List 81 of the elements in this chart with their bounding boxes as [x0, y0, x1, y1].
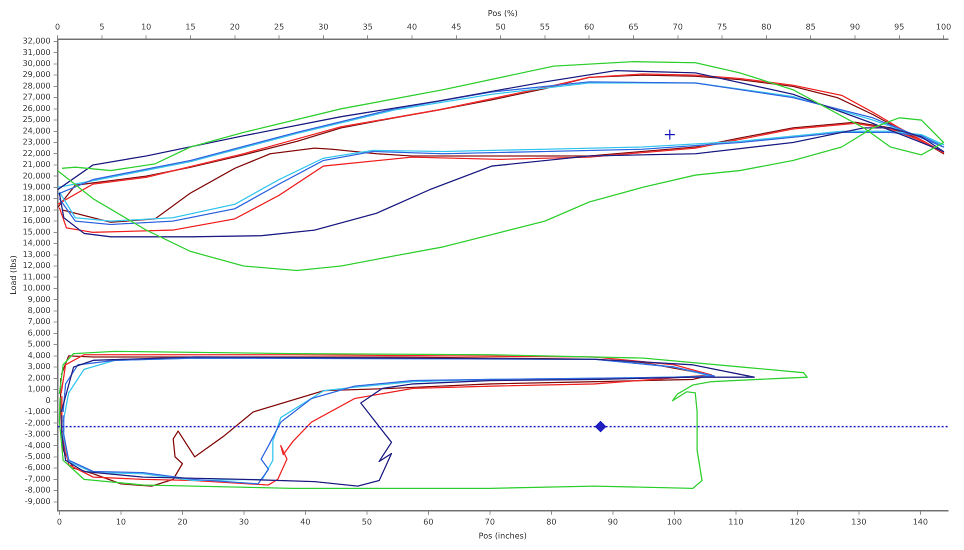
- x2-tick-label: 10: [141, 22, 152, 32]
- x-tick-label: 0: [56, 518, 62, 527]
- y-tick-label: -5,000: [24, 452, 51, 461]
- x2-tick-label: 65: [628, 22, 639, 32]
- x-tick-label: 120: [790, 518, 805, 527]
- y-tick-label: 21,000: [22, 160, 51, 170]
- y-tick-label: 20,000: [22, 171, 51, 180]
- y-tick-label: 6,000: [28, 328, 51, 338]
- y-tick-label: 3,000: [28, 362, 51, 372]
- x-tick-label: 50: [362, 518, 372, 527]
- x2-tick-label: 55: [540, 22, 550, 32]
- y-tick-label: -6,000: [24, 463, 51, 472]
- y-tick-label: 8,000: [28, 306, 51, 316]
- y-tick-label: 5,000: [28, 340, 51, 349]
- y-axis-title: Load (lbs): [8, 255, 18, 295]
- y-tick-label: -2,000: [24, 418, 51, 428]
- x-tick-label: 10: [116, 518, 126, 527]
- x2-tick-label: 60: [584, 22, 594, 32]
- y-tick-label: 23,000: [22, 138, 51, 147]
- y-tick-label: 25,000: [22, 115, 51, 124]
- y-tick-label: 7,000: [28, 317, 51, 326]
- y-tick-label: 27,000: [22, 92, 51, 102]
- x2-tick-label: 30: [318, 22, 328, 32]
- x2-tick-label: 5: [99, 22, 104, 32]
- y-tick-label: 29,000: [22, 70, 51, 80]
- y-tick-label: -4,000: [24, 440, 51, 450]
- x2-tick-label: 75: [716, 22, 728, 32]
- y-tick-label: 18,000: [22, 194, 51, 203]
- x2-tick-label: 20: [230, 22, 240, 32]
- y-tick-label: -1,000: [24, 407, 51, 416]
- x2-tick-label: 90: [850, 22, 860, 32]
- y-tick-label: 19,000: [22, 182, 51, 192]
- x2-tick-label: 100: [936, 22, 952, 32]
- y-tick-label: 16,000: [22, 216, 51, 226]
- y-tick-label: 31,000: [22, 48, 51, 57]
- x-tick-label: 140: [912, 518, 928, 527]
- y-tick-label: -3,000: [24, 430, 51, 439]
- x2-tick-label: 80: [761, 22, 772, 32]
- x-tick-label: 130: [851, 518, 866, 527]
- x-tick-label: 110: [728, 518, 744, 527]
- x2-tick-label: 35: [362, 22, 373, 32]
- x-axis-title: Pos (inches): [478, 531, 527, 540]
- x-tick-label: 80: [546, 518, 556, 527]
- x2-tick-label: 15: [185, 22, 196, 32]
- y-tick-label: 15,000: [22, 227, 51, 236]
- y-tick-label: -9,000: [24, 496, 51, 506]
- y-tick-label: 32,000: [22, 36, 51, 46]
- x-tick-label: 100: [666, 518, 682, 527]
- x-tick-label: 60: [423, 518, 434, 527]
- x2-tick-label: 95: [894, 22, 904, 32]
- y-tick-label: 17,000: [22, 204, 51, 214]
- y-tick-label: 1,000: [28, 384, 51, 394]
- x-tick-label: 40: [300, 518, 310, 527]
- y-tick-label: 9,000: [28, 294, 51, 304]
- x-tick-label: 70: [484, 518, 495, 527]
- x2-tick-label: 85: [806, 22, 816, 32]
- y-tick-label: 22,000: [22, 148, 51, 158]
- x2-tick-label: 45: [451, 22, 462, 32]
- y-tick-label: 28,000: [22, 81, 51, 90]
- x2-tick-label: 25: [274, 22, 284, 32]
- x2-tick-label: 0: [55, 22, 60, 32]
- y-tick-label: 0: [46, 396, 51, 405]
- y-tick-label: 11,000: [22, 272, 51, 282]
- x2-tick-label: 40: [406, 22, 418, 32]
- y-tick-label: 2,000: [28, 373, 51, 382]
- y-tick-label: -7,000: [24, 474, 51, 484]
- x2-tick-label: 50: [495, 22, 506, 32]
- y-tick-label: 12,000: [22, 261, 51, 270]
- x2-axis-title: Pos (%): [488, 8, 518, 18]
- y-tick-label: -8,000: [24, 486, 51, 495]
- x-tick-label: 30: [238, 518, 250, 527]
- x-tick-label: 90: [608, 518, 618, 527]
- y-tick-label: 13,000: [22, 250, 51, 259]
- y-tick-label: 26,000: [22, 104, 51, 113]
- x-tick-label: 20: [177, 518, 188, 527]
- y-tick-label: 30,000: [22, 58, 51, 68]
- y-tick-label: 24,000: [22, 126, 51, 136]
- x2-tick-label: 70: [672, 22, 683, 32]
- y-tick-label: 10,000: [22, 284, 51, 293]
- y-tick-label: 4,000: [28, 350, 51, 360]
- y-tick-label: 14,000: [22, 238, 51, 248]
